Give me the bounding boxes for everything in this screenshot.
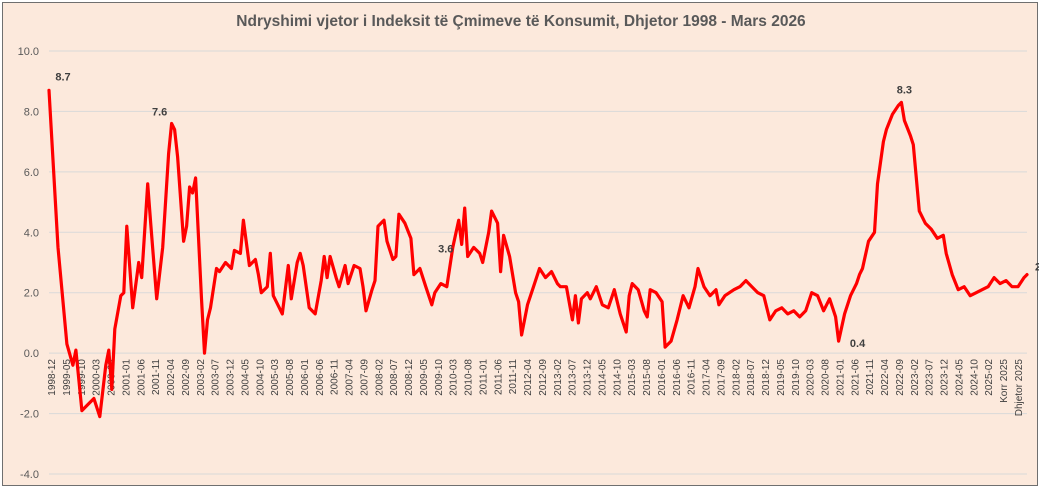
x-tick-label: 2001-06 (136, 359, 147, 396)
x-tick-label: 2011-06 (493, 359, 504, 395)
x-tick-label: 2013-07 (568, 359, 579, 396)
data-label: 8.7 (55, 71, 70, 83)
x-tick-label: 2005-03 (270, 359, 281, 396)
x-tick-label: 2013-12 (583, 359, 594, 396)
series-line (47, 88, 1029, 419)
line-chart: -4.0 -2.0 0.0 2.0 4.0 6.0 8.0 10.0 1998-12 1999-0… (18, 46, 1039, 481)
x-tick-label: 2023-07 (925, 359, 936, 396)
x-tick-label: 2005-08 (285, 359, 296, 396)
x-tick-label: 2020-08 (821, 359, 832, 396)
x-tick-label: 2019-05 (776, 359, 787, 396)
data-label: 8.3 (897, 84, 912, 96)
x-tick-label: Korr 2025 (999, 359, 1010, 403)
y-tick-label: 2.0 (24, 288, 39, 300)
x-tick-label: 2009-10 (434, 359, 445, 396)
x-tick-label: 1998-12 (47, 359, 58, 396)
x-tick-label: 2012-04 (523, 359, 534, 396)
x-tick-label: 1999-10 (77, 359, 88, 396)
x-tick-label: 2011-11 (508, 359, 519, 395)
x-tick-label: 2014-05 (597, 359, 608, 396)
data-label: 3.6 (438, 243, 453, 255)
x-tick-label: 2016-01 (657, 359, 668, 396)
x-tick-label: 2015-08 (642, 359, 653, 396)
x-tick-label: 2004-05 (240, 359, 251, 396)
x-tick-label: 1999-05 (62, 359, 73, 396)
data-label: 2.6 (1035, 262, 1039, 274)
x-tick-label: 2007-09 (359, 359, 370, 396)
x-tick-label: 2008-12 (404, 359, 415, 396)
x-tick-label: 2002-04 (166, 359, 177, 396)
x-tick-label: 2021-11 (865, 359, 876, 395)
x-tick-label: 2004-10 (255, 359, 266, 396)
x-tick-label: 2011-01 (478, 359, 489, 395)
x-tick-label: 2025-02 (984, 359, 995, 396)
x-tick-label: 2001-11 (151, 359, 162, 395)
x-tick-label: 2018-12 (761, 359, 772, 396)
x-tick-label: 2014-10 (612, 359, 623, 396)
x-tick-label: 2008-07 (389, 359, 400, 396)
x-tick-label: 2024-05 (954, 359, 965, 396)
x-tick-label: 2017-09 (716, 359, 727, 396)
x-tick-label: 2003-02 (196, 359, 207, 396)
x-tick-label: 2021-06 (850, 359, 861, 396)
x-tick-label: 2000-03 (92, 359, 103, 396)
x-tick-label: 2021-01 (835, 359, 846, 396)
x-tick-label: 2017-04 (702, 359, 713, 396)
y-tick-label: -4.0 (20, 469, 39, 481)
x-tick-label: 2016-11 (687, 359, 698, 395)
x-tick-label: 2023-02 (910, 359, 921, 396)
x-tick-label: 2009-05 (419, 359, 430, 396)
y-tick-label: 10.0 (18, 46, 39, 58)
y-tick-label: -2.0 (20, 409, 39, 421)
x-tick-label: 2001-01 (121, 359, 132, 396)
x-tick-label: 2023-12 (940, 359, 951, 396)
x-tick-label: 2006-11 (330, 359, 341, 395)
x-tick-label: 2007-04 (345, 359, 356, 396)
x-tick-label: 2008-02 (374, 359, 385, 396)
x-tick-label: 2015-03 (627, 359, 638, 396)
x-tick-label: 2018-07 (746, 359, 757, 396)
y-tick-label: 4.0 (24, 227, 39, 239)
data-label: 7.6 (152, 107, 167, 119)
x-tick-label: 2022-04 (880, 359, 891, 396)
y-tick-label: 6.0 (24, 167, 39, 179)
x-tick-label: Dhjetor 2025 (1014, 359, 1025, 417)
x-tick-label: 2020-03 (806, 359, 817, 396)
x-tick-label: 2019-10 (791, 359, 802, 396)
x-tick-label: 2018-02 (731, 359, 742, 396)
x-tick-label: 2013-02 (553, 359, 564, 396)
x-tick-label: 2006-06 (315, 359, 326, 396)
x-tick-label: 2022-09 (895, 359, 906, 396)
x-tick-label: 2003-12 (226, 359, 237, 396)
x-tick-label: 2016-06 (672, 359, 683, 396)
x-tick-label: 2002-09 (181, 359, 192, 396)
chart-title: Ndryshimi vjetor i Indeksit të Çmimeve t… (236, 13, 806, 30)
x-tick-label: 2003-07 (211, 359, 222, 396)
x-tick-label: 2010-08 (464, 359, 475, 396)
y-tick-label: 8.0 (24, 106, 39, 118)
x-tick-label: 2006-01 (300, 359, 311, 396)
y-tick-label: 0.0 (24, 348, 39, 360)
x-tick-label: 2010-03 (449, 359, 460, 396)
x-tick-label: 2012-09 (538, 359, 549, 396)
x-tick-label: 2024-10 (969, 359, 980, 396)
data-label: 0.4 (850, 338, 866, 350)
